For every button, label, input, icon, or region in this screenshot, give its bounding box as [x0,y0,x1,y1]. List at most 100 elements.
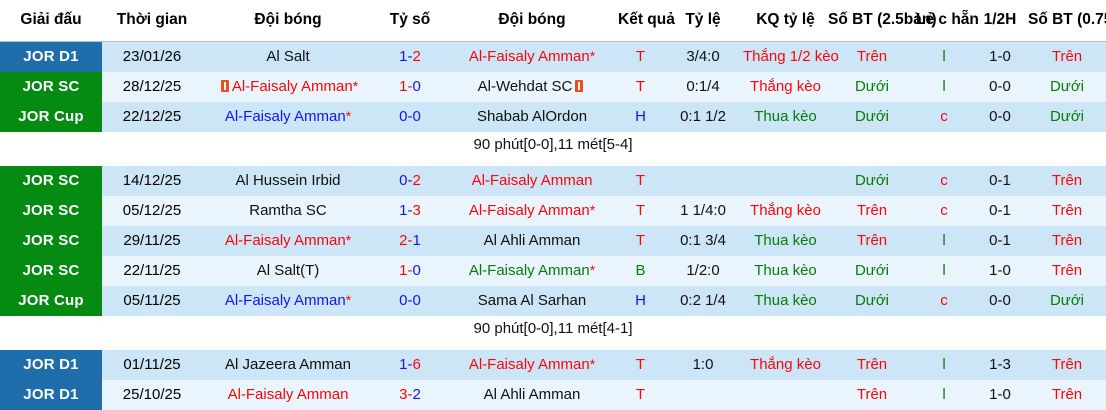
league-badge[interactable]: JOR Cup [0,101,102,132]
home-team-name: Al-Faisaly Amman [224,232,346,249]
table-row[interactable]: JOR SC 29/11/25 Al-Faisaly Amman* 2-1 Al Ahl… [0,225,1106,256]
over-under-075: Trên [1051,172,1083,189]
away-team[interactable]: Al-Wehdat SC [446,72,618,102]
score-home: 0 [399,172,408,189]
score-away: 2 [412,386,421,403]
match-result: T [635,202,646,219]
handicap-result [743,380,828,410]
handicap-odds: 1/2:0 [686,262,720,279]
half-time-score: 0-1 [989,232,1011,249]
over-under-25: Trên [856,232,888,249]
group-separator-cell [0,342,1106,350]
away-team-name: Al-Faisaly Amman [468,356,590,373]
table-row[interactable]: JOR D1 25/10/25 Al-Faisaly Amman 3-2 Al Ahli… [0,379,1106,410]
score-separator: - [407,78,413,95]
table-row[interactable]: JOR SC 28/12/25 Al-Faisaly Amman* 1-0 Al-Weh… [0,71,1106,102]
half-time-score: 0-0 [989,108,1011,125]
table-row[interactable]: JOR Cup 05/11/25 Al-Faisaly Amman* 0-0 Sama … [0,285,1106,316]
home-team[interactable]: Al Jazeera Amman [202,350,374,380]
league-badge[interactable]: JOR D1 [0,349,102,380]
away-team-star: * [589,356,596,372]
over-under-075: Trên [1051,262,1083,279]
league-badge[interactable]: JOR SC [0,165,102,196]
table-row[interactable]: JOR SC 05/12/25 Ramtha SC 1-3 Al-Faisaly Amm… [0,195,1106,226]
league-badge[interactable]: JOR SC [0,195,102,226]
home-team[interactable]: Al-Faisaly Amman* [202,72,374,102]
score-home: 1 [399,48,408,66]
score-home: 1 [399,356,408,373]
home-team[interactable]: Al Salt [202,42,374,72]
match-note-row: 90 phút[0-0],11 mét[4-1] [0,315,1106,342]
away-team-name: Al-Faisaly Amman [468,262,590,279]
league-badge[interactable]: JOR D1 [0,41,102,72]
handicap-odds: 1 1/4:0 [680,202,726,219]
group-separator [0,157,1106,166]
away-team[interactable]: Shabab AlOrdon [446,102,618,132]
score-home: 1 [399,202,408,219]
half-time-score: 1-0 [989,262,1011,279]
over-under-25: Trên [856,48,888,66]
home-team-star: * [345,108,352,124]
match-date: 01/11/25 [123,356,181,373]
match-result: T [635,386,646,403]
away-team-star: * [589,202,596,218]
score-away: 1 [412,232,421,249]
table-row[interactable]: JOR D1 01/11/25 Al Jazeera Amman 1-6 Al-Fais… [0,349,1106,380]
league-badge[interactable]: JOR SC [0,225,102,256]
league-badge[interactable]: JOR Cup [0,285,102,316]
home-team-name: Al-Faisaly Amman [224,292,346,309]
score-separator: - [407,232,413,249]
table-row[interactable]: JOR SC 14/12/25 Al Hussein Irbid 0-2 Al-Fais… [0,165,1106,196]
away-team[interactable]: Al-Faisaly Amman* [446,256,618,286]
home-team[interactable]: Al Hussein Irbid [202,166,374,196]
score-home: 1 [399,262,408,279]
table-row[interactable]: JOR Cup 22/12/25 Al-Faisaly Amman* 0-0 Shaba… [0,101,1106,132]
match-score: 1-0 [374,256,446,286]
over-under-075: Trên [1051,356,1083,373]
away-team[interactable]: Al-Faisaly Amman [446,166,618,196]
home-team[interactable]: Al-Faisaly Amman [202,380,374,410]
home-team[interactable]: Al-Faisaly Amman* [202,226,374,256]
away-team[interactable]: Sama Al Sarhan [446,286,618,316]
home-team[interactable]: Al Salt(T) [202,256,374,286]
away-team[interactable]: Al-Faisaly Amman* [446,350,618,380]
score-away: 0 [412,262,421,279]
match-score: 0-0 [374,102,446,132]
header-result: Kết quả [618,0,675,42]
header-half: 1/2H [972,0,1028,42]
handicap-odds [663,166,743,196]
header-bt25: Số BT (2.5bàn) [828,0,937,42]
table-header: Giải đấu Thời gian Đội bóng Tỷ số Đội bó… [0,0,1106,42]
league-badge[interactable]: JOR SC [0,71,102,102]
home-team-star: * [345,292,352,308]
table-row[interactable]: JOR D1 23/01/26 Al Salt 1-2 Al-Faisaly Amman… [0,41,1106,72]
match-date: 05/12/25 [122,202,182,219]
handicap-odds [663,380,743,410]
league-badge[interactable]: JOR SC [0,255,102,286]
match-date: 22/12/25 [122,108,182,125]
home-team[interactable]: Al-Faisaly Amman* [202,102,374,132]
group-separator-cell [0,158,1106,166]
home-team-name: Al Salt(T) [256,262,320,279]
match-date: 28/12/25 [122,78,182,95]
away-team[interactable]: Al Ahli Amman [446,226,618,256]
header-odds: Tỷ lệ [663,0,743,42]
handicap-odds: 3/4:0 [686,48,720,66]
away-team[interactable]: Al-Faisaly Amman* [446,196,618,226]
match-score: 0-2 [374,166,446,196]
handicap-result: Thắng 1/2 kèo [743,48,839,66]
home-team[interactable]: Ramtha SC [202,196,374,226]
score-separator: - [407,202,413,219]
away-team[interactable]: Al Ahli Amman [446,380,618,410]
home-team-name: Al-Faisaly Amman [227,386,349,403]
half-time-score: 0-0 [989,292,1011,309]
home-team-name: Al Hussein Irbid [235,172,341,189]
table-row[interactable]: JOR SC 22/11/25 Al Salt(T) 1-0 Al-Faisaly Am… [0,255,1106,286]
over-under-25: Dưới [854,78,890,95]
home-team[interactable]: Al-Faisaly Amman* [202,286,374,316]
away-team[interactable]: Al-Faisaly Amman* [446,42,618,72]
league-badge[interactable]: JOR D1 [0,379,102,410]
match-date: 29/11/25 [123,232,181,249]
match-result: H [635,108,646,125]
home-team-name: Al-Faisaly Amman [224,108,346,125]
